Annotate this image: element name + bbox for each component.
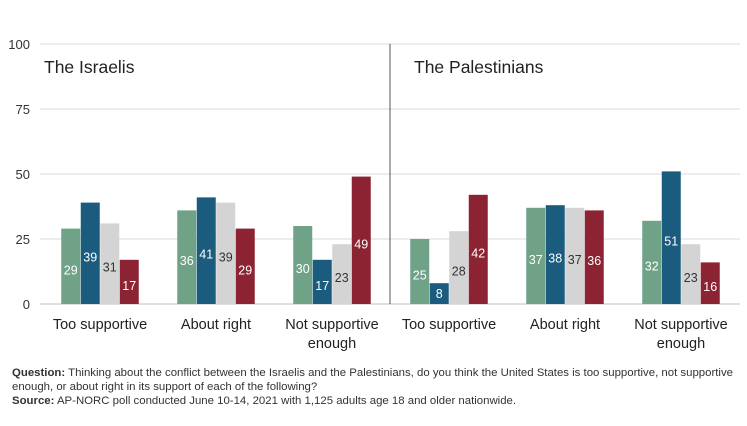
panel-title: The Israelis <box>44 57 135 77</box>
bar <box>61 228 81 304</box>
bar <box>449 231 469 304</box>
data-label: 32 <box>645 259 659 273</box>
data-label: 30 <box>296 262 310 276</box>
data-label: 17 <box>315 279 329 293</box>
data-label: 16 <box>703 280 717 294</box>
data-label: 37 <box>568 253 582 267</box>
data-label: 17 <box>122 279 136 293</box>
data-label: 49 <box>354 237 368 251</box>
bar <box>584 210 604 304</box>
bars <box>61 171 720 304</box>
bar <box>565 207 585 304</box>
x-category-label: Not supportive enough <box>285 317 379 352</box>
bar <box>312 259 332 304</box>
bar <box>119 259 139 304</box>
data-label: 8 <box>436 287 443 301</box>
question-label: Question: <box>12 367 66 379</box>
data-label: 31 <box>103 261 117 275</box>
bar <box>642 220 662 304</box>
question-note: Question: Thinking about the conflict be… <box>12 366 737 394</box>
data-label: 51 <box>664 235 678 249</box>
x-category-label: Not supportive enough <box>634 317 728 352</box>
source-label: Source: <box>12 395 55 407</box>
bar <box>429 283 449 304</box>
x-category-label: About right <box>530 317 600 333</box>
bar <box>332 244 352 304</box>
data-label: 29 <box>238 263 252 277</box>
data-label: 25 <box>413 269 427 283</box>
bar <box>410 239 430 304</box>
data-label: 23 <box>335 271 349 285</box>
question-text: Thinking about the conflict between the … <box>12 367 733 393</box>
y-tick-label: 0 <box>23 297 30 312</box>
bar <box>351 176 371 304</box>
y-tick-label: 25 <box>16 232 30 247</box>
footnote: Question: Thinking about the conflict be… <box>12 366 737 408</box>
data-labels: 29 39 31 17 36 41 39 29 30 17 23 49 25 8 28 42 37 38 37 36 3… <box>64 235 717 302</box>
y-tick-label: 50 <box>16 167 30 182</box>
y-axis-ticks: 0 25 50 75 100 <box>8 37 30 312</box>
source-text: AP-NORC poll conducted June 10-14, 2021 … <box>54 395 517 407</box>
bar <box>700 262 720 304</box>
bar <box>545 205 565 304</box>
data-label: 28 <box>452 265 466 279</box>
data-label: 36 <box>587 254 601 268</box>
bar <box>235 228 255 304</box>
bar <box>661 171 681 304</box>
data-label: 39 <box>83 250 97 264</box>
data-label: 37 <box>529 253 543 267</box>
x-category-label: About right <box>181 317 251 333</box>
bar <box>216 202 236 304</box>
bar-chart: 0 25 50 75 100 29 39 31 17 36 41 39 29 30 17 23 49 25 8 28… <box>8 37 740 352</box>
panel-titles: The Israelis The Palestinians <box>44 57 544 77</box>
x-category-label: Too supportive <box>53 317 147 333</box>
data-label: 38 <box>548 252 562 266</box>
bar <box>681 244 701 304</box>
bar <box>100 223 120 304</box>
y-tick-label: 75 <box>16 102 30 117</box>
bar <box>468 194 488 304</box>
bar <box>177 210 197 304</box>
x-axis-category-labels: Too supportive About right Not supportive e… <box>53 317 728 352</box>
source-note: Source: AP-NORC poll conducted June 10-1… <box>12 394 737 408</box>
data-label: 23 <box>684 271 698 285</box>
y-tick-label: 100 <box>8 37 30 52</box>
panel-title: The Palestinians <box>414 57 544 77</box>
bar <box>293 226 313 304</box>
bar <box>80 202 100 304</box>
data-label: 29 <box>64 263 78 277</box>
data-label: 42 <box>471 246 485 260</box>
bar <box>526 207 546 304</box>
x-category-label: Too supportive <box>402 317 496 333</box>
data-label: 39 <box>219 250 233 264</box>
bar <box>196 197 216 304</box>
data-label: 41 <box>199 248 213 262</box>
data-label: 36 <box>180 254 194 268</box>
